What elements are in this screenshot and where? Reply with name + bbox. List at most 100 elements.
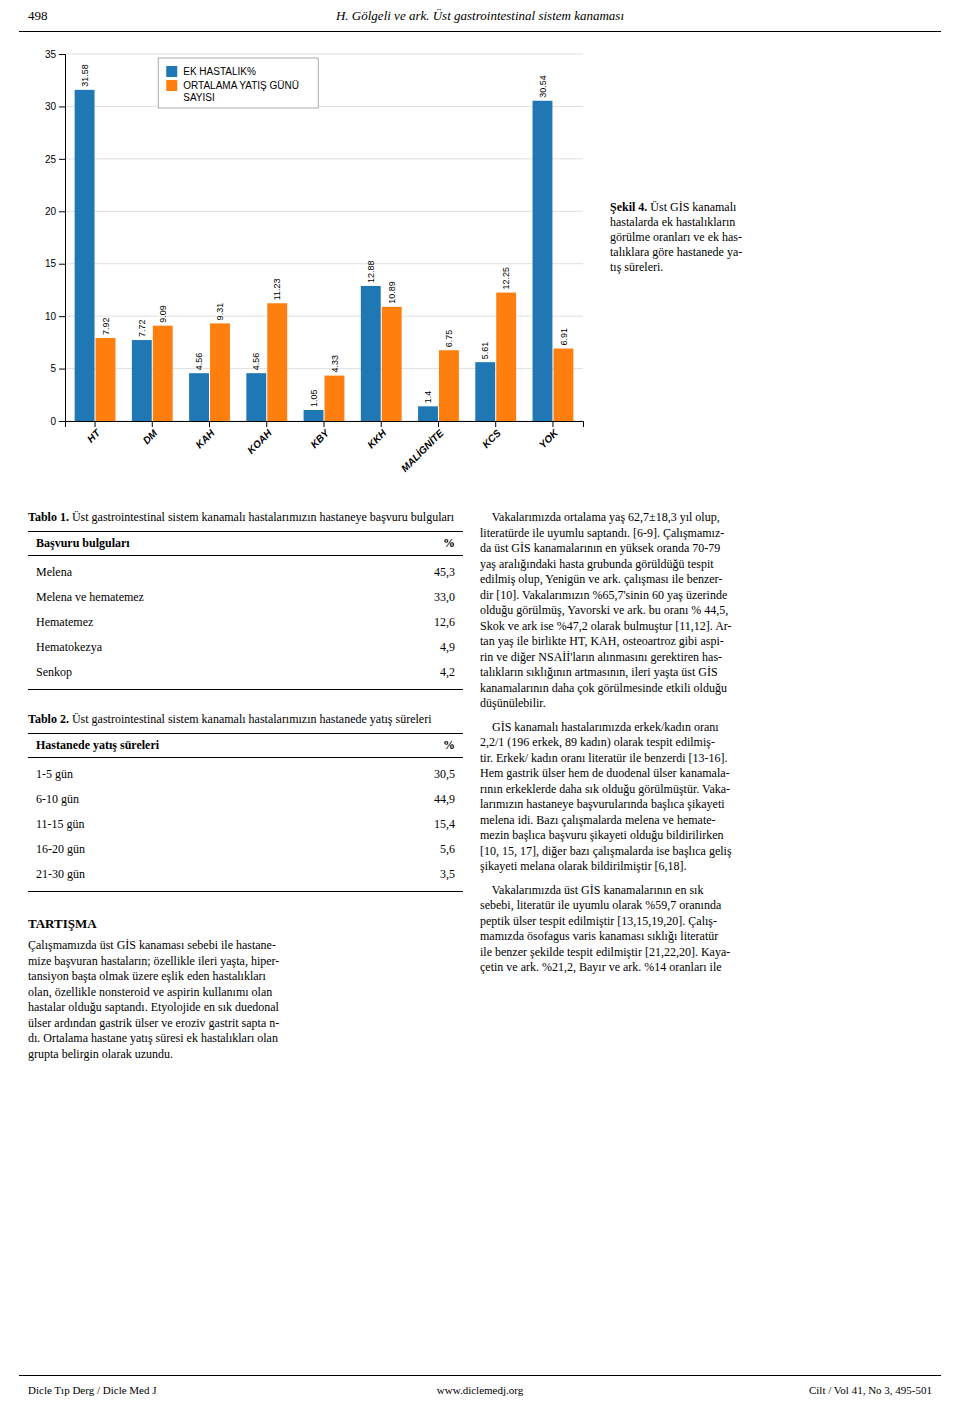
tick-label: MALİGNİTE — [398, 426, 446, 474]
table-cell: 6-10 gün — [36, 792, 79, 807]
x-tick: KAH — [193, 421, 217, 450]
table-header-cell: Başvuru bulguları — [36, 536, 130, 551]
text-line: 2,2/1 (196 erkek, 89 kadın) olarak tespi… — [480, 735, 715, 751]
text-line: olan, özellikle nonsteroid ve aspirin ku… — [28, 985, 272, 1001]
tick-mark — [59, 264, 65, 265]
header-left: 498 — [28, 8, 48, 24]
bar — [496, 293, 516, 421]
table-row: 1-5 gün30,5 — [28, 762, 463, 787]
bar — [439, 350, 459, 421]
text-line: literatürde ile uyumlu saptandı. [6-9]. … — [480, 526, 724, 542]
x-tick: YOK — [537, 421, 561, 450]
table: Tablo 1. Üst gastrointestinal sistem kan… — [28, 510, 463, 690]
data-label: 12.25 — [501, 267, 511, 290]
text-line: GİS kanamalı hastalarımızda erkek/kadın … — [480, 720, 719, 736]
page: 498H. Gölgeli ve ark. Üst gastrointestin… — [0, 0, 960, 1408]
legend-swatch — [166, 80, 177, 91]
text-line: düşünülebilir. — [480, 696, 546, 712]
tick-label: 30 — [45, 101, 57, 112]
tick-mark — [59, 106, 65, 107]
table-title-bold: Tablo 1. — [28, 510, 69, 524]
table-body: Melena45,3Melena ve hematemez33,0Hematem… — [28, 556, 463, 690]
table-header-cell: Hastanede yatış süreleri — [36, 738, 159, 753]
text-line: mamızda ösofagus varis kanaması sıklığı … — [480, 929, 718, 945]
text-line: grupta belirgin olarak uzundu. — [28, 1047, 173, 1063]
bars — [75, 90, 574, 421]
bar — [418, 406, 438, 421]
table-cell: 4,9 — [440, 640, 455, 655]
x-tick: KCS — [480, 421, 503, 450]
legend-entry: EK HASTALIK% — [166, 66, 256, 77]
table: Tablo 2. Üst gastrointestinal sistem kan… — [28, 712, 463, 892]
data-label: 7.92 — [101, 317, 111, 335]
text-line: Vakalarımızda ortalama yaş 62,7±18,3 yıl… — [480, 510, 720, 526]
bar — [304, 410, 324, 421]
legend-label: EK HASTALIK% — [183, 66, 256, 77]
y-tick: 20 — [45, 206, 65, 217]
bar — [153, 326, 173, 421]
grid — [65, 54, 583, 421]
tick-mark — [59, 211, 65, 212]
table-cell: Hematemez — [36, 615, 93, 630]
table-cell: 12,6 — [434, 615, 455, 630]
y-tick: 35 — [45, 49, 65, 60]
text-line: ülser ardından gastrik ülser ve eroziv g… — [28, 1016, 279, 1032]
text-line: kanamalarının daha çok görülmesinde etki… — [480, 681, 727, 697]
table-row: Hematemez 12,6 — [28, 610, 463, 635]
table-cell: Melena ve hematemez — [36, 590, 144, 605]
table-header: Başvuru bulguları% — [28, 531, 463, 556]
data-label: 4.56 — [194, 353, 204, 371]
x-tick: KBY — [308, 421, 332, 450]
table-cell: Senkop — [36, 665, 72, 680]
data-label: 7.72 — [137, 320, 147, 338]
data-label: 30.54 — [538, 75, 548, 98]
text-line: mezin başlıca başvuru şikayeti olduğu bi… — [480, 828, 724, 844]
text-line: Skok ve ark ise %47,2 olarak bulmuştur [… — [480, 619, 732, 635]
text-line: hastalar olduğu saptandı. Etyolojide en … — [28, 1000, 279, 1016]
table-row: 6-10 gün44,9 — [28, 787, 463, 812]
text-line: peptik ülser tespit edilmiştir [13,15,19… — [480, 914, 717, 930]
tick-label: 35 — [45, 49, 57, 60]
x-tick: DM — [141, 421, 160, 446]
data-label: 4.33 — [330, 355, 340, 373]
tick-label: KBY — [308, 426, 332, 450]
section-title: TARTIŞMA — [28, 916, 97, 932]
table-header-cell: % — [443, 536, 455, 551]
tick-mark — [59, 316, 65, 317]
table-cell: 5,6 — [440, 842, 455, 857]
data-label: 6.75 — [444, 330, 454, 348]
legend-label: ORTALAMA YATIŞ GÜNÜSAYISI — [183, 80, 299, 103]
x-axis: HTDMKAHKOAHKBYKKHMALİGNİTEKCSYOK — [66, 421, 584, 474]
plot-area: 31.587.724.564.561.0512.881.45.6130.547.… — [45, 49, 584, 474]
data-labels: 31.587.724.564.561.0512.881.45.6130.547.… — [80, 64, 569, 407]
table-cell: 4,2 — [440, 665, 455, 680]
footer-right: Cilt / Vol 41, No 3, 495-501 — [532, 1384, 932, 1396]
figure-caption: Şekil 4. Üst GİS kanamalı hastalarda ek … — [610, 200, 935, 275]
text-line: tansiyon başta olmak üzere eşlik eden ha… — [28, 969, 266, 985]
grid-line — [65, 158, 583, 159]
bar — [325, 376, 345, 421]
tick-label: DM — [141, 427, 160, 446]
tick-mark — [59, 159, 65, 160]
y-tick: 0 — [50, 416, 65, 427]
rule — [19, 31, 941, 32]
text-line: larımızın hastaneye başvurularında başlı… — [480, 797, 725, 813]
text-line: şikayeti melana olarak bildirilmiştir [6… — [480, 859, 687, 875]
bar — [189, 373, 209, 421]
x-tick: HT — [85, 421, 103, 445]
table-row: Melena45,3 — [28, 560, 463, 585]
text-line: Çalışmamızda üst GİS kanaması sebebi ile… — [28, 938, 276, 954]
tick-mark — [324, 421, 325, 427]
data-label: 9.31 — [215, 303, 225, 321]
text-line: rin ve diğer NSAİİ'ların alınmasını gere… — [480, 650, 722, 666]
y-axis: 05101520253035 — [45, 49, 66, 427]
data-label: 5.61 — [480, 342, 490, 360]
tick-mark — [59, 54, 65, 55]
bar-chart: 31.587.724.564.561.0512.881.45.6130.547.… — [25, 40, 595, 495]
y-tick: 15 — [45, 258, 65, 269]
legend: EK HASTALIK% ORTALAMA YATIŞ GÜNÜSAYISI — [158, 58, 318, 108]
x-tick: KKH — [365, 421, 389, 450]
text-line: ile benzer şekilde tespit edilmiştir [21… — [480, 945, 730, 961]
y-tick: 30 — [45, 101, 65, 112]
text-line: olduğu görülmüş, Yavorski ve ark. bu ora… — [480, 603, 728, 619]
